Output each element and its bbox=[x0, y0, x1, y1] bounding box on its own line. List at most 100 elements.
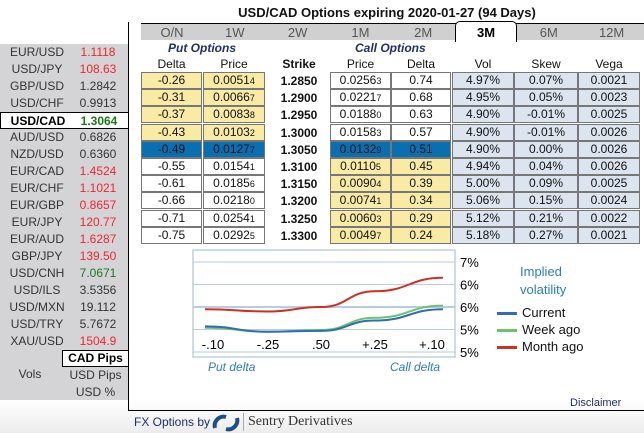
currency-pair-row[interactable]: NZD/USD 0.6360 bbox=[0, 146, 129, 163]
price-main: 0.0103 bbox=[213, 124, 250, 139]
tab-2w[interactable]: 2W bbox=[287, 25, 308, 40]
put-price-cell[interactable]: 0.02541 bbox=[203, 209, 265, 227]
price-last-digit: 2 bbox=[249, 127, 255, 138]
tab-on[interactable]: O/N bbox=[160, 25, 184, 40]
pair-name: USD/ILS bbox=[13, 283, 61, 297]
call-price-cell[interactable]: 0.01880 bbox=[330, 106, 391, 124]
vol-cell: 4.90% bbox=[452, 140, 514, 158]
column-header: Skew bbox=[531, 57, 561, 71]
price-last-digit: 4 bbox=[249, 76, 255, 86]
put-delta-cell: -0.75 bbox=[141, 226, 202, 244]
currency-pair-row[interactable]: XAU/USD 1504.9 bbox=[0, 333, 129, 350]
put-price-cell[interactable]: 0.00667 bbox=[203, 89, 265, 107]
currency-pair-row[interactable]: EUR/CAD 1.4524 bbox=[0, 163, 129, 180]
tab-1m[interactable]: 1M bbox=[351, 25, 370, 40]
call-delta-label: Call delta bbox=[390, 360, 441, 374]
price-main: 0.0188 bbox=[339, 107, 377, 122]
currency-pair-row[interactable]: EUR/CHF 1.1021 bbox=[0, 180, 129, 197]
put-price-cell[interactable]: 0.01856 bbox=[203, 175, 265, 193]
tab-1w[interactable]: 1W bbox=[225, 25, 245, 40]
currency-pair-row[interactable]: EUR/JPY 120.77 bbox=[0, 214, 129, 231]
strike-cell: 1.2900 bbox=[280, 91, 318, 106]
call-price-cell[interactable]: 0.01329 bbox=[330, 140, 391, 158]
tab-2m[interactable]: 2M bbox=[414, 25, 433, 40]
pair-name: EUR/GBP bbox=[9, 198, 64, 212]
currency-pair-row[interactable]: USD/CHF 0.9913 bbox=[0, 95, 129, 112]
put-price-cell[interactable]: 0.02925 bbox=[203, 226, 265, 244]
tab-12m[interactable]: 12M bbox=[598, 25, 625, 40]
pair-name: USD/CNH bbox=[9, 266, 65, 280]
column-header: Delta bbox=[157, 57, 186, 71]
strike-cell: 1.2950 bbox=[280, 108, 318, 123]
call-price-cell[interactable]: 0.02563 bbox=[330, 72, 391, 89]
vol-cell: 5.00% bbox=[452, 175, 514, 193]
footer-brand[interactable]: Sentry Derivatives bbox=[248, 414, 353, 429]
pair-name: EUR/JPY bbox=[11, 215, 63, 229]
currency-pair-row[interactable]: AUD/USD 0.6826 bbox=[0, 129, 129, 146]
put-price-cell[interactable]: 0.02180 bbox=[203, 192, 265, 210]
pair-name: USD/JPY bbox=[11, 62, 63, 76]
vol-cell: 5.18% bbox=[452, 226, 514, 244]
strike-cell: 1.3200 bbox=[280, 194, 318, 209]
tab-3m[interactable]: 3M bbox=[455, 21, 517, 42]
call-delta-cell: 0.68 bbox=[391, 89, 451, 107]
currency-pair-row[interactable]: USD/MXN 19.112 bbox=[0, 299, 129, 316]
tab-6m[interactable]: 6M bbox=[539, 25, 558, 40]
legend-swatch bbox=[497, 329, 517, 332]
currency-pair-row[interactable]: EUR/AUD 1.6287 bbox=[0, 231, 129, 248]
vega-cell: 0.0026 bbox=[578, 140, 640, 158]
call-delta-cell: 0.29 bbox=[391, 209, 451, 227]
currency-pair-row[interactable]: USD/CAD 1.3064 bbox=[0, 112, 129, 129]
currency-pair-row[interactable]: GBP/JPY 139.50 bbox=[0, 248, 129, 265]
call-price-cell[interactable]: 0.00741 bbox=[330, 192, 391, 210]
call-delta-cell: 0.57 bbox=[391, 123, 451, 141]
price-main: 0.0256 bbox=[339, 73, 377, 87]
currency-pair-row[interactable]: GBP/USD 1.2842 bbox=[0, 78, 129, 95]
vols-label: Vols bbox=[18, 367, 42, 381]
price-last-digit: 3 bbox=[376, 213, 382, 224]
disclaimer-link[interactable]: Disclaimer bbox=[570, 397, 622, 409]
unit-option[interactable]: USD % bbox=[75, 385, 116, 399]
call-delta-cell: 0.45 bbox=[391, 158, 451, 175]
put-price-cell[interactable]: 0.01277 bbox=[203, 140, 265, 158]
put-price-cell[interactable]: 0.01541 bbox=[203, 158, 265, 175]
column-header: Price bbox=[346, 57, 375, 71]
skew-cell: 0.09% bbox=[514, 175, 578, 193]
pair-name: GBP/USD bbox=[9, 79, 64, 93]
put-delta-cell: -0.61 bbox=[141, 175, 202, 193]
x-tick-label: -.10 bbox=[202, 337, 224, 352]
put-price-cell[interactable]: 0.00838 bbox=[203, 106, 265, 124]
currency-pair-row[interactable]: USD/ILS 3.5356 bbox=[0, 282, 129, 299]
pair-name: EUR/AUD bbox=[9, 232, 64, 246]
call-price-cell[interactable]: 0.00904 bbox=[330, 175, 391, 193]
price-last-digit: 1 bbox=[376, 196, 382, 207]
column-header: Vol bbox=[474, 57, 492, 71]
currency-pair-row[interactable]: EUR/GBP 0.8657 bbox=[0, 197, 129, 214]
price-main: 0.0185 bbox=[213, 176, 250, 191]
legend-label: Month ago bbox=[522, 339, 584, 354]
currency-pair-row[interactable]: EUR/USD 1.1118 bbox=[0, 44, 129, 61]
pair-rate: 3.5356 bbox=[79, 283, 117, 297]
vol-cell: 4.90% bbox=[452, 106, 514, 124]
unit-option[interactable]: USD Pips bbox=[69, 368, 122, 382]
call-price-cell[interactable]: 0.00497 bbox=[330, 226, 391, 244]
unit-option[interactable]: CAD Pips bbox=[62, 350, 129, 367]
y-tick-label: 5% bbox=[460, 323, 479, 338]
pair-rate: 7.0671 bbox=[79, 266, 117, 280]
call-price-cell[interactable]: 0.02217 bbox=[330, 89, 391, 107]
call-price-cell[interactable]: 0.01105 bbox=[330, 158, 391, 175]
series-line-current bbox=[204, 308, 444, 333]
currency-pair-row[interactable]: USD/JPY 108.63 bbox=[0, 61, 129, 78]
strike-cell: 1.3050 bbox=[280, 142, 318, 157]
call-price-cell[interactable]: 0.01583 bbox=[330, 123, 391, 141]
put-price-cell[interactable]: 0.01032 bbox=[203, 123, 265, 141]
call-price-cell[interactable]: 0.00603 bbox=[330, 209, 391, 227]
chart-title: Implied volatility bbox=[520, 264, 567, 297]
put-price-cell[interactable]: 0.00514 bbox=[203, 72, 265, 89]
column-header: Vega bbox=[595, 57, 623, 71]
currency-pair-row[interactable]: USD/CNH 7.0671 bbox=[0, 265, 129, 282]
currency-pair-row[interactable]: USD/TRY 5.7672 bbox=[0, 316, 129, 333]
x-tick-label: +.10 bbox=[419, 337, 445, 352]
vega-cell: 0.0025 bbox=[578, 106, 640, 124]
price-last-digit: 3 bbox=[376, 127, 382, 138]
